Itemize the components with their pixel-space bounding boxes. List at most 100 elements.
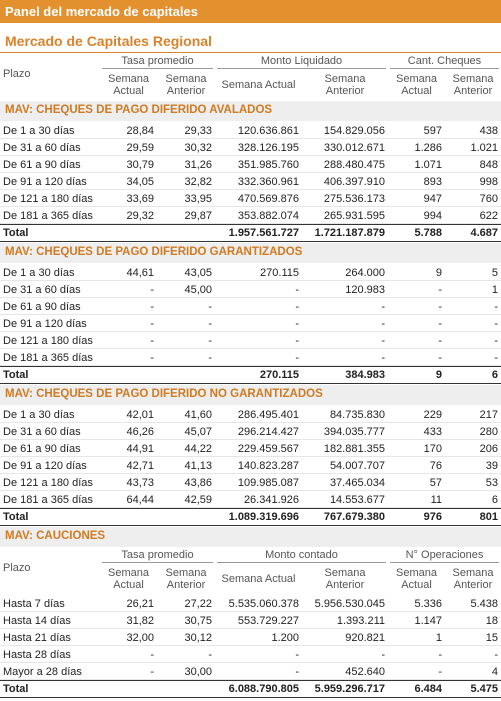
cell: - bbox=[438, 300, 442, 313]
total-cell: 1.957.561.727 bbox=[228, 227, 299, 239]
cell: 33,95 bbox=[184, 192, 212, 205]
table-row bbox=[0, 595, 501, 612]
total-label: Total bbox=[3, 227, 29, 239]
total-row bbox=[0, 508, 501, 526]
table-row bbox=[0, 646, 501, 663]
cell: 1.393.211 bbox=[336, 614, 385, 627]
table-row bbox=[0, 173, 501, 190]
cell: 5.336 bbox=[414, 597, 442, 610]
total-cell: 767.679.380 bbox=[323, 511, 385, 523]
total-cell: 5.475 bbox=[470, 683, 498, 695]
table-row bbox=[0, 315, 501, 332]
table-row bbox=[0, 122, 501, 139]
cell: 998 bbox=[479, 175, 498, 188]
cell: 31,26 bbox=[184, 158, 212, 171]
panel-title: Panel del mercado de capitales bbox=[0, 0, 501, 23]
sub-header: Semana Actual bbox=[108, 567, 149, 591]
section-title: MAV: CHEQUES DE PAGO DIFERIDO GARANTIZAD… bbox=[0, 243, 501, 263]
cell: 11 bbox=[430, 493, 442, 506]
sub-header: Semana Anterior bbox=[165, 73, 207, 97]
cell: 30,79 bbox=[126, 158, 154, 171]
table-row bbox=[0, 264, 501, 281]
row-label: De 91 a 120 días bbox=[3, 317, 87, 330]
total-cell: 5.959.296.717 bbox=[314, 683, 385, 695]
cell: - bbox=[295, 283, 299, 296]
cell: 406.397.910 bbox=[323, 175, 385, 188]
cell: 43,86 bbox=[184, 476, 212, 489]
cell: - bbox=[438, 283, 442, 296]
total-cell: 384.983 bbox=[345, 369, 385, 381]
cell: 1.200 bbox=[271, 631, 299, 644]
total-label: Total bbox=[3, 683, 29, 695]
row-label: De 61 a 90 días bbox=[3, 158, 81, 171]
table-row bbox=[0, 332, 501, 349]
cell: - bbox=[381, 334, 385, 347]
cell: 30,12 bbox=[184, 631, 212, 644]
total-cell: 270.115 bbox=[259, 369, 299, 381]
cell: 848 bbox=[479, 158, 498, 171]
cell: 351.985.760 bbox=[237, 158, 299, 171]
cell: 994 bbox=[423, 209, 442, 222]
sub-header: Semana Actual bbox=[221, 573, 296, 585]
cell: 29,87 bbox=[184, 209, 212, 222]
table-row bbox=[0, 207, 501, 224]
cell: 15 bbox=[485, 631, 498, 644]
cell: 353.882.074 bbox=[237, 209, 299, 222]
cell: 29,32 bbox=[126, 209, 154, 222]
cell: 328.126.195 bbox=[237, 141, 299, 154]
table-row bbox=[0, 457, 501, 474]
row-label: Hasta 21 días bbox=[3, 631, 71, 644]
cell: 41,13 bbox=[184, 459, 212, 472]
cell: - bbox=[295, 317, 299, 330]
total-label: Total bbox=[3, 369, 29, 381]
sub-header: Semana Actual bbox=[108, 73, 149, 97]
row-label: De 91 a 120 días bbox=[3, 175, 87, 188]
cell: 29,33 bbox=[184, 124, 212, 137]
cell: 1.286 bbox=[414, 141, 442, 154]
total-cell: 6.088.790.805 bbox=[228, 683, 299, 695]
cell: 28,84 bbox=[126, 124, 154, 137]
group-header: Monto contado bbox=[217, 548, 386, 563]
cell: 330.012.671 bbox=[323, 141, 385, 154]
cell: 84.735.830 bbox=[329, 408, 385, 421]
cell: 5 bbox=[491, 266, 498, 279]
cell: - bbox=[208, 317, 212, 330]
cell: - bbox=[494, 300, 498, 313]
row-label: De 1 a 30 días bbox=[3, 266, 75, 279]
row-label: De 61 a 90 días bbox=[3, 442, 81, 455]
row-label: De 181 a 365 días bbox=[3, 209, 93, 222]
cell: - bbox=[494, 351, 498, 364]
total-row bbox=[0, 366, 501, 384]
cell: 18 bbox=[485, 614, 498, 627]
cell: 5.956.530.045 bbox=[314, 597, 385, 610]
cell: 264.000 bbox=[345, 266, 385, 279]
cell: 947 bbox=[423, 192, 442, 205]
cell: - bbox=[208, 300, 212, 313]
total-cell: 5.788 bbox=[414, 227, 442, 239]
cell: 30,32 bbox=[184, 141, 212, 154]
cell: 275.536.173 bbox=[323, 192, 385, 205]
table-row bbox=[0, 190, 501, 207]
cell: - bbox=[208, 648, 212, 661]
table-row bbox=[0, 406, 501, 423]
cell: - bbox=[438, 334, 442, 347]
cell: - bbox=[150, 665, 154, 678]
sub-header: Semana Anterior bbox=[452, 73, 494, 97]
row-label: Mayor a 28 días bbox=[3, 665, 82, 678]
cell: 64,44 bbox=[126, 493, 154, 506]
cell: 76 bbox=[429, 459, 442, 472]
total-label: Total bbox=[3, 511, 29, 523]
cell: 44,61 bbox=[126, 266, 154, 279]
group-header: Cant. Cheques bbox=[390, 54, 499, 69]
total-cell: 6.484 bbox=[414, 683, 442, 695]
total-cell: 4.687 bbox=[470, 227, 498, 239]
cell: - bbox=[438, 648, 442, 661]
group-header: N° Operaciones bbox=[390, 548, 499, 563]
cell: 30,75 bbox=[184, 614, 212, 627]
cell: - bbox=[381, 317, 385, 330]
plazo-header: Plazo bbox=[3, 68, 31, 80]
cell: 5.438 bbox=[470, 597, 498, 610]
table-row bbox=[0, 139, 501, 156]
cell: 45,00 bbox=[184, 283, 212, 296]
section-title: MAV: CHEQUES DE PAGO DIFERIDO AVALADOS bbox=[0, 101, 501, 121]
